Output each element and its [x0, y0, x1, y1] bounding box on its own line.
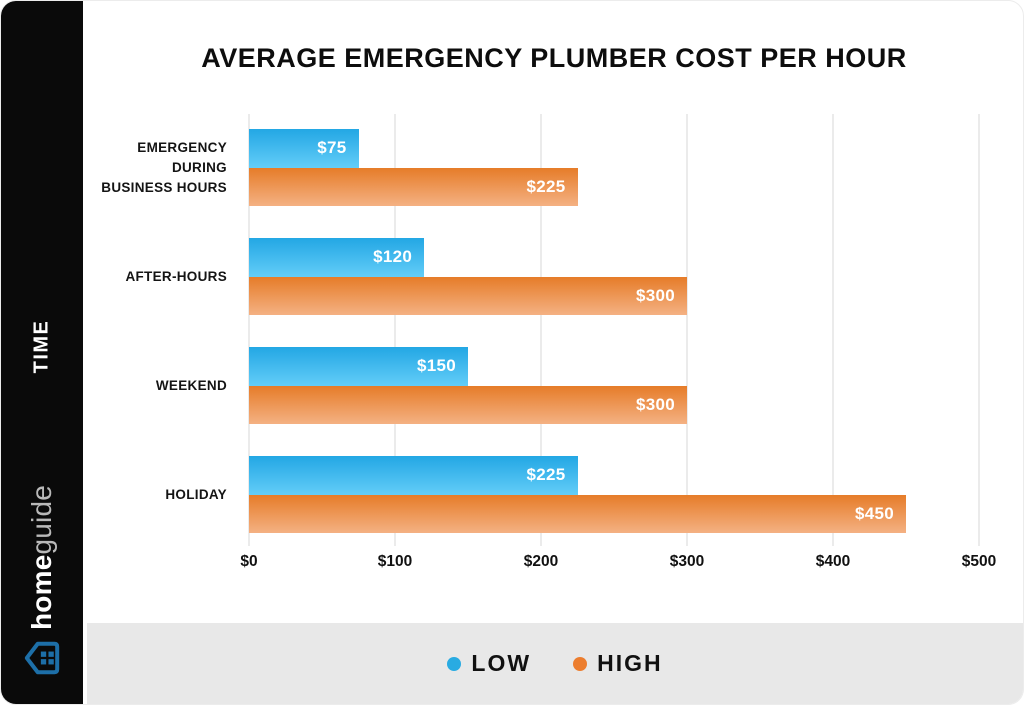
category-label: WEEKEND [87, 347, 238, 424]
bar-value-label: $225 [526, 465, 566, 485]
bar-group: $120 $300 [249, 238, 979, 315]
grid-line [978, 114, 980, 546]
x-axis-tick-label: $400 [815, 553, 851, 570]
plot-area: $75 $225 $120 $300 $150 $300 $225 $450 [248, 114, 980, 546]
bar-low: $75 [249, 129, 359, 168]
brand-wordmark: homeguide [26, 485, 58, 630]
y-axis-title: TIME [30, 319, 53, 373]
category-label-line: HOLIDAY [165, 486, 227, 502]
bar-high: $300 [249, 385, 687, 424]
brand-guide: guide [26, 485, 57, 555]
bar-low: $120 [249, 238, 425, 277]
category-labels: EMERGENCY DURING BUSINESS HOURS AFTER-HOUR… [87, 114, 238, 546]
bar-value-label: $120 [373, 247, 413, 267]
sidebar-band: TIME homeguide [1, 1, 83, 704]
bar-value-label: $300 [635, 285, 675, 305]
legend-band: LOW HIGH [87, 623, 1023, 704]
x-axis-tick-label: $500 [961, 553, 997, 570]
x-axis-tick-label: $0 [240, 553, 258, 570]
legend-dot-low [447, 656, 462, 671]
legend-item-high: HIGH [573, 650, 663, 677]
category-label-line: EMERGENCY DURING [137, 139, 227, 175]
bar-high: $300 [249, 276, 687, 315]
homeguide-logo: homeguide [20, 451, 64, 704]
legend-label: LOW [471, 650, 532, 676]
homeguide-house-icon [24, 641, 60, 675]
x-axis-tick-label: $200 [523, 553, 559, 570]
legend-item-low: LOW [447, 650, 531, 677]
x-axis-tick-label: $300 [669, 553, 705, 570]
bar-value-label: $450 [854, 503, 894, 523]
bar-value-label: $150 [416, 356, 456, 376]
legend-label: HIGH [597, 650, 663, 676]
category-label: EMERGENCY DURING BUSINESS HOURS [87, 129, 238, 206]
bar-high: $450 [249, 494, 906, 533]
grid-line [686, 114, 688, 546]
grid-line [248, 114, 250, 546]
grid-line [832, 114, 834, 546]
bar-value-label: $300 [635, 394, 675, 414]
bar-value-label: $75 [317, 138, 347, 158]
bar-group: $75 $225 [249, 129, 979, 206]
x-axis-ticks: $0 $100 $200 $300 $400 $500 [240, 553, 996, 577]
x-axis-tick-label: $100 [377, 553, 413, 570]
category-label-line: AFTER-HOURS [125, 268, 227, 284]
bar-group: $150 $300 [249, 347, 979, 424]
bar-low: $150 [249, 347, 468, 386]
category-label: HOLIDAY [87, 456, 238, 533]
grid-line [394, 114, 396, 546]
bar-value-label: $225 [526, 176, 566, 196]
bar-high: $225 [249, 167, 578, 206]
category-label: AFTER-HOURS [87, 238, 238, 315]
category-label-line: WEEKEND [155, 377, 227, 393]
legend-dot-high [573, 656, 588, 671]
grid-line [540, 114, 542, 546]
category-label-line: BUSINESS HOURS [101, 179, 227, 195]
bar-group: $225 $450 [249, 456, 979, 533]
chart-title: AVERAGE EMERGENCY PLUMBER COST PER HOUR [201, 43, 907, 73]
bar-low: $225 [249, 456, 578, 495]
brand-home: home [26, 554, 57, 630]
